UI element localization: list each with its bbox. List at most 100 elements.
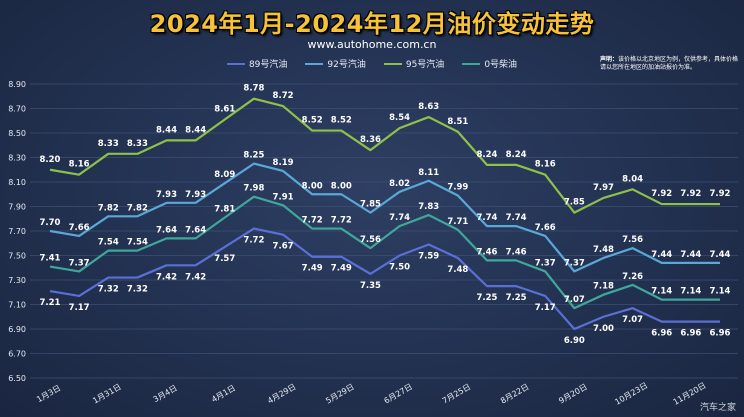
data-label-1-3: 7.82 <box>127 203 148 213</box>
x-tick-label-6: 6月27日 <box>383 382 415 405</box>
x-tick-label-5: 5月29日 <box>324 382 356 405</box>
data-label-2-14: 8.51 <box>447 117 468 127</box>
data-label-3-22: 7.14 <box>680 287 701 297</box>
data-label-3-13: 7.83 <box>418 202 439 212</box>
x-tick-label-1: 1月31日 <box>91 382 123 405</box>
data-label-0-11: 7.35 <box>360 281 381 291</box>
data-label-3-6: 7.81 <box>214 205 235 215</box>
legend-swatch-95 <box>383 62 402 65</box>
data-label-0-5: 7.42 <box>185 272 206 282</box>
data-label-3-23: 7.14 <box>710 287 731 297</box>
data-label-1-15: 7.74 <box>476 213 497 223</box>
data-label-0-7: 7.72 <box>243 236 264 246</box>
data-label-3-11: 7.56 <box>360 235 381 245</box>
data-label-1-12: 8.02 <box>389 179 410 189</box>
data-label-3-19: 7.18 <box>593 282 614 292</box>
data-label-2-18: 7.85 <box>564 198 585 208</box>
data-label-3-5: 7.64 <box>185 225 206 235</box>
site-url: www.autohome.com.cn <box>307 38 437 51</box>
data-label-1-13: 8.11 <box>418 168 439 178</box>
data-label-1-7: 8.25 <box>243 151 264 161</box>
legend-item-0: 0号柴油 <box>462 57 517 70</box>
x-tick-label-7: 7月25日 <box>441 382 473 405</box>
y-tick-label-8: 8.10 <box>8 178 26 187</box>
data-label-1-18: 7.37 <box>564 258 585 268</box>
data-label-2-22: 7.92 <box>680 189 701 199</box>
data-label-2-11: 8.36 <box>360 135 381 145</box>
watermark: 汽车之家 <box>699 403 736 413</box>
data-label-1-23: 7.44 <box>710 250 731 260</box>
y-tick-label-1: 6.70 <box>8 350 26 359</box>
data-label-2-3: 8.33 <box>127 139 148 149</box>
data-label-3-0: 7.41 <box>40 254 61 264</box>
data-label-0-15: 7.25 <box>476 293 497 303</box>
data-label-2-17: 8.16 <box>535 160 556 170</box>
data-label-2-16: 8.24 <box>506 150 527 160</box>
legend-label-92: 92号汽油 <box>327 60 366 70</box>
data-label-2-5: 8.44 <box>185 125 206 135</box>
legend-item-95: 95号汽油 <box>383 57 444 70</box>
data-label-3-7: 7.98 <box>243 184 264 194</box>
data-label-0-19: 7.00 <box>593 324 614 334</box>
data-label-0-20: 7.07 <box>622 315 643 325</box>
legend-swatch-92 <box>305 62 324 65</box>
y-tick-label-2: 6.90 <box>8 325 26 334</box>
legend: 89号汽油 92号汽油 95号汽油 0号柴油 <box>0 57 744 70</box>
data-label-0-4: 7.42 <box>156 272 177 282</box>
data-label-1-1: 7.66 <box>69 223 90 233</box>
data-label-0-10: 7.49 <box>331 264 352 274</box>
data-label-3-1: 7.37 <box>69 258 90 268</box>
chart-title: 2024年1月-2024年12月油价变动走势 <box>149 10 595 38</box>
data-label-3-8: 7.91 <box>273 192 294 202</box>
disclaimer-label: 声明： <box>600 56 619 63</box>
data-label-0-9: 7.49 <box>302 264 323 274</box>
y-tick-label-6: 7.70 <box>8 227 26 236</box>
data-label-2-6: 8.61 <box>214 105 235 115</box>
y-tick-label-11: 8.70 <box>8 105 26 114</box>
disclaimer-text: 该价格以北京地区为例，仅供参考，具体价格请以您所在地区的加油站报价为准。 <box>600 56 739 71</box>
data-label-0-6: 7.57 <box>214 254 235 264</box>
data-label-0-3: 7.32 <box>127 285 148 295</box>
y-tick-label-5: 7.50 <box>8 252 26 261</box>
data-label-1-5: 7.93 <box>185 190 206 200</box>
data-label-2-4: 8.44 <box>156 125 177 135</box>
data-label-1-11: 7.85 <box>360 200 381 210</box>
data-label-1-0: 7.70 <box>40 218 61 228</box>
data-label-0-14: 7.48 <box>447 265 468 275</box>
data-label-3-12: 7.74 <box>389 213 410 223</box>
y-tick-label-12: 8.90 <box>8 80 26 89</box>
data-label-0-16: 7.25 <box>506 293 527 303</box>
x-tick-label-10: 10月23日 <box>613 381 649 407</box>
data-label-2-20: 8.04 <box>622 174 643 184</box>
data-label-1-9: 8.00 <box>302 181 323 191</box>
x-tick-label-8: 8月22日 <box>499 382 531 405</box>
data-label-2-19: 7.97 <box>593 183 614 193</box>
series-line-1 <box>49 162 720 273</box>
data-label-2-2: 8.33 <box>98 139 119 149</box>
legend-item-89: 89号汽油 <box>226 57 287 70</box>
data-label-2-10: 8.52 <box>331 116 352 126</box>
data-label-0-1: 7.17 <box>69 303 90 313</box>
data-label-0-2: 7.32 <box>98 285 119 295</box>
data-label-1-20: 7.56 <box>622 235 643 245</box>
data-label-0-21: 6.96 <box>651 329 672 339</box>
data-label-1-17: 7.66 <box>535 223 556 233</box>
y-tick-label-9: 8.30 <box>8 154 26 163</box>
data-label-2-21: 7.92 <box>651 189 672 199</box>
y-tick-label-0: 6.50 <box>8 374 26 383</box>
data-label-3-21: 7.14 <box>651 287 672 297</box>
data-label-1-22: 7.44 <box>680 250 701 260</box>
series-line-3 <box>49 195 720 310</box>
data-label-3-15: 7.46 <box>476 247 497 257</box>
data-label-3-2: 7.54 <box>98 238 119 248</box>
data-label-1-2: 7.82 <box>98 203 119 213</box>
data-label-2-12: 8.54 <box>389 113 410 123</box>
data-label-3-16: 7.46 <box>506 247 527 257</box>
series-line-0 <box>49 227 720 331</box>
x-tick-label-3: 4月1日 <box>210 383 237 404</box>
legend-item-92: 92号汽油 <box>305 57 366 70</box>
data-label-1-21: 7.44 <box>651 250 672 260</box>
data-label-3-17: 7.37 <box>535 258 556 268</box>
x-tick-label-4: 4月29日 <box>266 382 298 405</box>
